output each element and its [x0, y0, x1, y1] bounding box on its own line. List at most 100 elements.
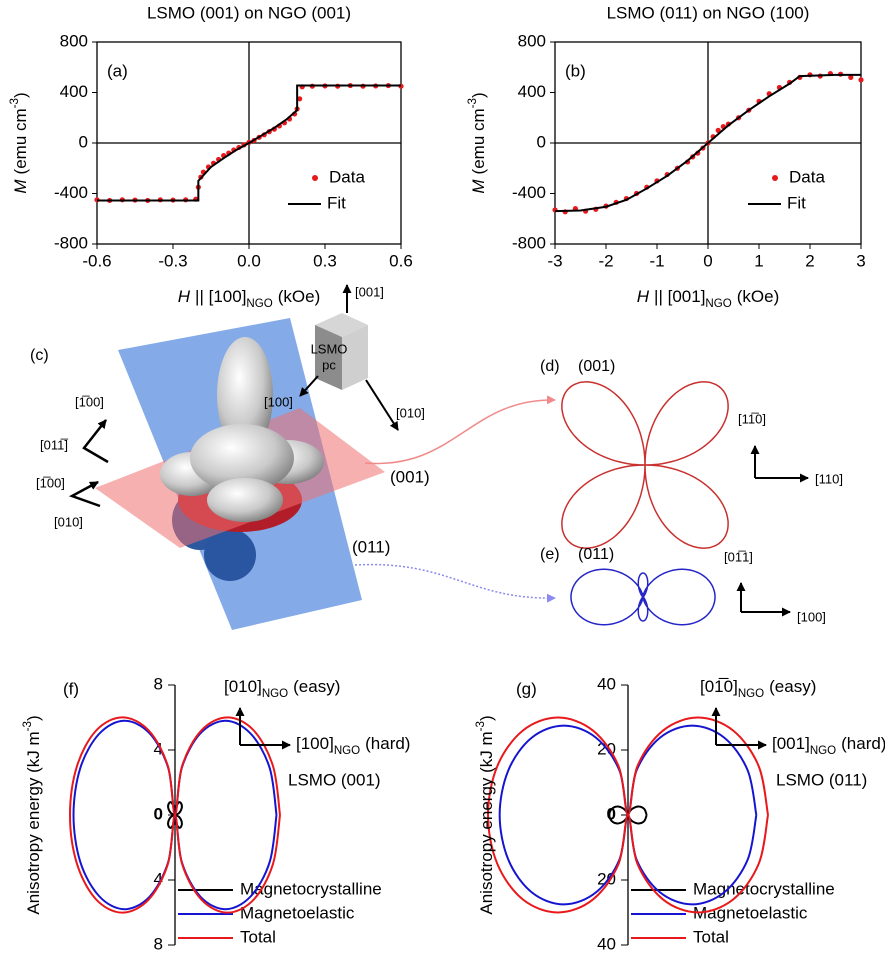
label-part: [001]: [772, 734, 810, 753]
plane-label: (011): [352, 537, 390, 556]
x-tick-label: 1: [754, 251, 763, 270]
y-axis-label: M(emu cm-3): [9, 92, 30, 193]
label-part: (easy): [769, 677, 816, 696]
plane-label: (011): [578, 546, 614, 563]
label-part: NGO: [705, 298, 731, 310]
label-part: || [100]: [195, 287, 246, 306]
chart-title: LSMO (001) on NGO (001): [147, 3, 351, 22]
x-tick-label: -3: [547, 251, 562, 270]
y-tick-label: 40: [597, 674, 616, 693]
y-tick-label: 400: [518, 82, 546, 101]
arrow: [84, 420, 108, 462]
legend-label: Data: [789, 167, 825, 186]
panel-label: (b): [565, 61, 586, 80]
panel-label: (c): [30, 347, 49, 364]
label-part: M: [11, 179, 30, 194]
axis-label: [01̅1]: [724, 549, 753, 564]
axis-label: [010]: [396, 405, 425, 420]
arrow: [366, 380, 398, 430]
label-part: -3: [9, 98, 21, 108]
y-tick-label: 8: [154, 674, 163, 693]
x-axis-label: H|| [100]NGO (kOe): [178, 287, 320, 310]
axis-label: [100]: [264, 394, 293, 409]
axis-label: [011̅]: [40, 437, 68, 452]
label-part: NGO: [334, 745, 360, 757]
label-part: (hard): [365, 734, 410, 753]
y-tick-label: 40: [597, 934, 616, 953]
legend-label: Total: [240, 927, 276, 946]
panel: LSMO (001) on NGO (001)-0.6-0.30.00.30.6…: [54, 3, 413, 270]
axis-label: [1̅00]: [75, 394, 104, 409]
cube-text: LSMO: [311, 341, 348, 356]
hard-axis-label: [100]NGO(hard): [296, 734, 410, 757]
label-part: (kOe): [278, 287, 321, 306]
sample-label: LSMO (001): [288, 770, 381, 789]
easy-axis-label: [01̅0]NGO(easy): [700, 677, 816, 700]
x-tick-label: 3: [856, 251, 865, 270]
link-arrow: [355, 565, 555, 599]
legend-marker: [312, 175, 318, 181]
label-part: H: [637, 287, 650, 306]
panel: 402002040MagnetocrystallineMagnetoelasti…: [488, 674, 867, 953]
figure: (c) [001] [100] [010] LSMO pc [1̅00] [01…: [0, 0, 885, 960]
panel-label: (f): [63, 679, 79, 698]
plane-label: (001): [390, 467, 430, 486]
plane-label: (001): [578, 358, 615, 375]
panel-c: (c) [001] [100] [010] LSMO pc [1̅00] [01…: [30, 284, 555, 630]
legend-label: Fit: [327, 193, 346, 212]
x-tick-label: 0.6: [389, 251, 413, 270]
label-part: NGO: [246, 298, 272, 310]
x-tick-label: -0.3: [158, 251, 187, 270]
sample-label: LSMO (011): [776, 770, 867, 789]
label-part: [01̅0]: [700, 677, 738, 696]
data-point: [858, 77, 863, 82]
chart-title: LSMO (011) on NGO (100): [607, 3, 810, 22]
x-tick-label: -2: [598, 251, 613, 270]
x-tick-label: 0: [703, 251, 712, 270]
arrow: [72, 482, 100, 506]
y-tick-label: 0: [537, 132, 546, 151]
y-tick-label: 400: [60, 82, 88, 101]
label-part: Anisotropy energy (kJ m: [477, 731, 496, 914]
y-tick-label: -400: [512, 183, 546, 202]
label-part: NGO: [810, 745, 836, 757]
y-axis-label: Anisotropy energy (kJ m-3): [475, 715, 496, 914]
panel-label: (d): [540, 358, 560, 375]
label-part: [010]: [224, 677, 262, 696]
legend-label: Magnetoelastic: [693, 903, 808, 922]
axis-label: [100]: [797, 609, 826, 624]
panel-label: (a): [107, 61, 128, 80]
axis-label: [11̅0]: [738, 411, 766, 426]
axis-label: [010]: [54, 514, 83, 529]
page: (c) [001] [100] [010] LSMO pc [1̅00] [01…: [0, 0, 885, 960]
label-part: -3: [22, 721, 34, 731]
x-axis-label: H|| [001]NGO(kOe): [637, 287, 779, 310]
legend-label: Magnetocrystalline: [693, 879, 835, 898]
label-part: (emu cm: [11, 108, 30, 174]
label-part: -3: [467, 98, 479, 108]
label-part: ): [24, 715, 43, 721]
y-tick-label: -400: [54, 183, 88, 202]
axis-label: [1̅00]: [36, 475, 65, 490]
label-part: || [001]: [654, 287, 705, 306]
easy-axis-label: [010]NGO(easy): [224, 677, 340, 700]
label-part: H: [178, 287, 191, 306]
lobe-white: [207, 478, 283, 522]
panel-label: (e): [540, 546, 560, 563]
rose-curve: [562, 382, 728, 548]
y-tick-label: 8: [154, 934, 163, 953]
hard-axis-label: [001]NGO(hard): [772, 734, 885, 757]
eight-curve: [571, 569, 715, 624]
legend-marker: [772, 175, 778, 181]
x-tick-label: -0.6: [82, 251, 111, 270]
label-part: ): [477, 715, 496, 721]
legend-label: Data: [329, 167, 365, 186]
panel-e: (e) (011) [01̅1] [100]: [540, 546, 826, 624]
y-axis-label: Anisotropy energy (kJ m-3): [22, 715, 43, 914]
legend-label: Magnetoelastic: [240, 903, 355, 922]
label-part: ): [469, 92, 488, 98]
panel: LSMO (011) on NGO (100)-3-2-10123-800-40…: [512, 3, 866, 270]
panel-d: (d) (001) [11̅0] [110]: [540, 358, 843, 548]
label-part: Anisotropy energy (kJ m: [24, 731, 43, 914]
y-axis-label: M(emu cm-3): [467, 92, 488, 193]
